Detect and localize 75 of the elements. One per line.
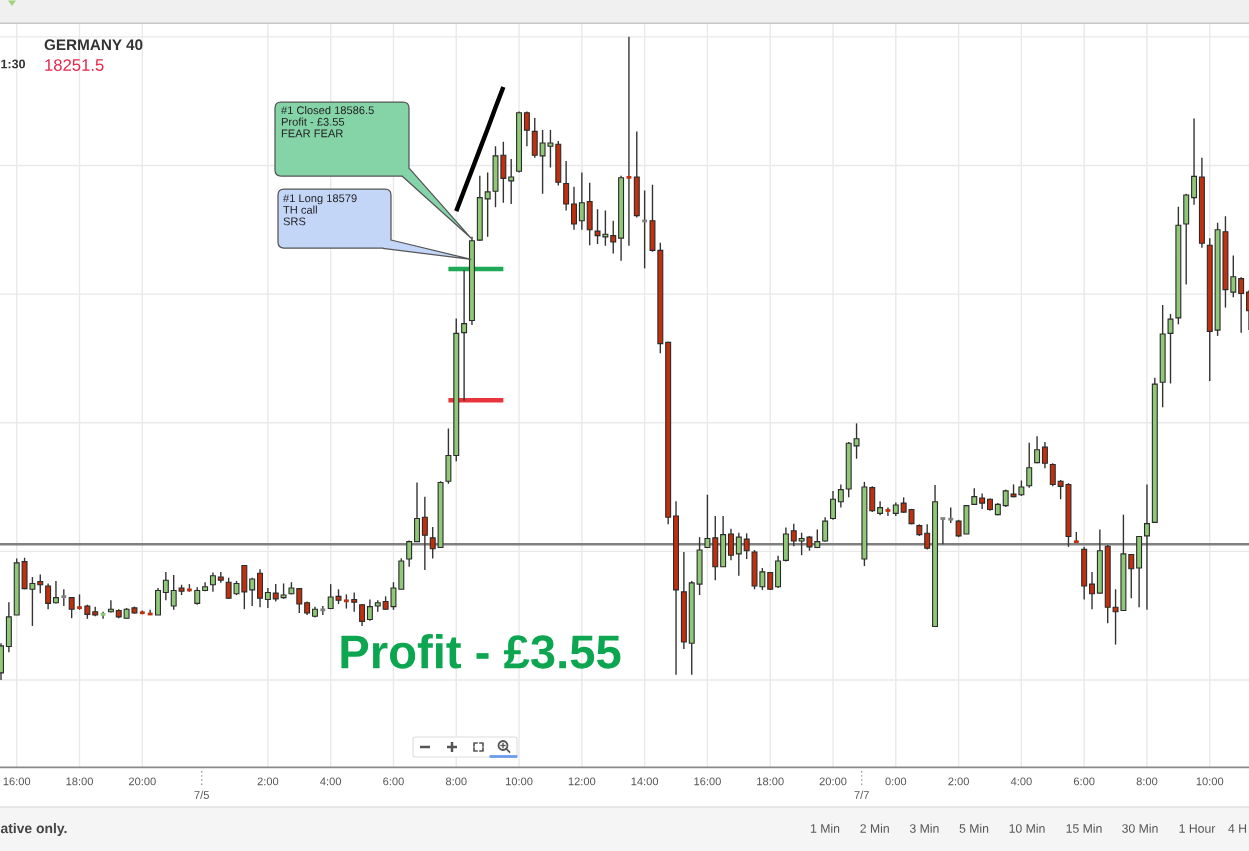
x-tick-label: 16:00 xyxy=(694,777,721,786)
candlestick xyxy=(162,571,169,601)
x-tick-label: 2:00 xyxy=(257,777,279,786)
text: 4 H xyxy=(1228,824,1247,833)
candlestick xyxy=(461,269,468,402)
text: 1 Min xyxy=(810,823,840,833)
text: 1 Hour xyxy=(1179,824,1216,833)
x-tick-label: 4:00 xyxy=(1010,777,1032,786)
candlestick xyxy=(1143,483,1150,611)
text: 2 Min xyxy=(860,823,889,833)
x-tick-label: 18:00 xyxy=(66,777,93,786)
candlestick xyxy=(421,495,428,571)
candlestick xyxy=(830,490,836,521)
candlestick xyxy=(45,582,52,610)
candlestick xyxy=(571,186,577,231)
candlestick xyxy=(822,516,829,543)
candlestick xyxy=(735,531,742,577)
candlestick xyxy=(924,523,931,551)
candlestick xyxy=(563,160,570,212)
text: 7/7 xyxy=(854,790,869,799)
x-tick-label: 2:00 xyxy=(948,777,969,786)
x-tick-label: 8:00 xyxy=(445,777,467,786)
x-tick-label: 10:00 xyxy=(1196,777,1224,786)
text: ative only. xyxy=(0,823,67,836)
candlestick xyxy=(1238,276,1245,334)
x-tick-label: 16:00 xyxy=(3,777,31,786)
x-tick-label: 10:00 xyxy=(506,777,533,786)
x-tick-label: 20:00 xyxy=(128,777,156,786)
text: 3 Min xyxy=(909,823,939,833)
annotation: Profit - £3.55 xyxy=(341,633,621,669)
x-tick-label: 6:00 xyxy=(1073,777,1095,786)
candlestick xyxy=(531,117,538,159)
candlestick xyxy=(319,605,327,616)
candlestick xyxy=(1034,435,1041,464)
candlestick xyxy=(837,483,844,509)
x-tick-label: 20:00 xyxy=(819,777,847,786)
x-tick-label: 0:00 xyxy=(885,777,907,786)
text: 18251.5 xyxy=(45,59,104,71)
annotation: 1:30 xyxy=(1,59,26,69)
candlestick xyxy=(406,539,413,568)
text: 5 Min xyxy=(959,823,989,833)
candlestick xyxy=(1049,462,1056,488)
text: 15 Min xyxy=(1066,823,1102,833)
candlestick xyxy=(1191,117,1198,206)
candlestick xyxy=(523,110,530,147)
candlestick xyxy=(790,522,797,547)
annotation: #1 Closed 18586.5 Profit - £3.55 FEAR FEAR xyxy=(281,106,374,138)
candlestick xyxy=(508,158,515,205)
candlestick xyxy=(414,481,421,543)
candlestick xyxy=(366,598,373,622)
x-tick-label: 6:00 xyxy=(383,777,404,786)
candlestick xyxy=(1026,441,1033,489)
candlestick xyxy=(351,591,358,613)
candlestick xyxy=(1089,571,1096,610)
text: 10 Min xyxy=(1009,823,1045,833)
candlestick xyxy=(264,587,271,609)
candlestick xyxy=(743,532,750,560)
chart-title: GERMANY 40 xyxy=(44,39,143,51)
candlestick xyxy=(1041,441,1048,470)
candlestick xyxy=(37,573,44,594)
candlestick xyxy=(727,528,734,562)
x-tick-label: 14:00 xyxy=(631,777,659,786)
candlestick xyxy=(578,171,585,231)
x-tick-label: 18:00 xyxy=(757,777,784,786)
candlestick xyxy=(249,576,256,607)
candlestick xyxy=(209,571,216,593)
x-tick-label: 12:00 xyxy=(568,777,596,786)
text: 7/5 xyxy=(194,790,209,799)
annotation: #1 Long 18579 TH call SRS xyxy=(283,194,357,226)
text: 30 Min xyxy=(1122,823,1158,833)
candlestick xyxy=(869,485,876,513)
candlestick xyxy=(610,220,617,255)
x-tick-label: 4:00 xyxy=(320,777,342,786)
x-tick-label: 8:00 xyxy=(1136,777,1158,786)
candlestick xyxy=(359,603,366,627)
